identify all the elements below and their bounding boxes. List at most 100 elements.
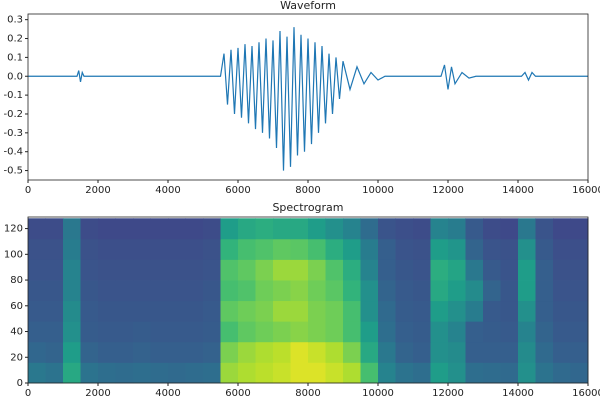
heatmap-cell xyxy=(45,259,64,281)
heatmap-cell xyxy=(133,300,151,322)
heatmap-cell xyxy=(413,238,431,260)
heatmap-cell xyxy=(133,341,151,363)
heatmap-cell xyxy=(500,362,519,384)
y-tick-label: 0 xyxy=(17,378,23,389)
x-tick-label: 6000 xyxy=(225,185,250,196)
heatmap-cell xyxy=(80,218,99,240)
heatmap-cell xyxy=(220,341,239,363)
heatmap-cell xyxy=(518,341,536,363)
heatmap-cell xyxy=(80,341,99,363)
x-tick-label: 12000 xyxy=(432,388,464,399)
heatmap-cell xyxy=(28,300,46,322)
heatmap-cell xyxy=(150,218,169,240)
heatmap-cell xyxy=(185,321,204,343)
heatmap-cell xyxy=(395,238,414,260)
heatmap-cell xyxy=(395,218,414,240)
y-tick-label: 0.1 xyxy=(7,52,23,63)
y-tick-label: -0.2 xyxy=(3,109,23,120)
heatmap-cell xyxy=(378,321,396,343)
heatmap-cell xyxy=(220,218,239,240)
heatmap-cell xyxy=(535,238,554,260)
heatmap-cell xyxy=(273,238,291,260)
heatmap-cell xyxy=(115,321,134,343)
heatmap-cell xyxy=(185,341,204,363)
heatmap-cell xyxy=(343,321,361,343)
heatmap-cell xyxy=(255,238,274,260)
heatmap-cell xyxy=(290,321,309,343)
heatmap-cell xyxy=(395,300,414,322)
heatmap-cell xyxy=(378,259,396,281)
heatmap-cell xyxy=(518,300,536,322)
heatmap-cell xyxy=(45,238,64,260)
heatmap-cell xyxy=(255,362,274,384)
x-tick-label: 2000 xyxy=(85,185,110,196)
heatmap-cell xyxy=(448,321,466,343)
heatmap-cell xyxy=(63,259,81,281)
heatmap-cell xyxy=(308,362,326,384)
heatmap-cell xyxy=(500,238,519,260)
heatmap-cell xyxy=(45,341,64,363)
heatmap-cell xyxy=(28,341,46,363)
heatmap-cell xyxy=(483,341,501,363)
heatmap-cell xyxy=(28,238,46,260)
heatmap-cell xyxy=(448,238,466,260)
x-tick-label: 0 xyxy=(25,388,31,399)
x-tick-label: 6000 xyxy=(225,388,250,399)
heatmap-cell xyxy=(325,259,344,281)
heatmap-cell xyxy=(273,218,291,240)
heatmap-cell xyxy=(378,300,396,322)
heatmap-cell xyxy=(553,218,571,240)
heatmap-cell xyxy=(343,300,361,322)
heatmap-cell xyxy=(465,321,484,343)
heatmap-cell xyxy=(535,218,554,240)
heatmap-cell xyxy=(448,280,466,302)
heatmap-cell xyxy=(63,300,81,322)
heatmap-cell xyxy=(535,341,554,363)
heatmap-cell xyxy=(80,321,99,343)
heatmap-cell xyxy=(63,321,81,343)
heatmap-cell xyxy=(448,362,466,384)
heatmap-cell xyxy=(500,280,519,302)
heatmap-cell xyxy=(430,362,449,384)
y-tick-label: 120 xyxy=(4,224,23,235)
heatmap-cell xyxy=(150,321,169,343)
y-tick-label: -0.1 xyxy=(3,90,23,101)
heatmap-cell xyxy=(220,238,239,260)
heatmap-cell xyxy=(80,280,99,302)
heatmap-cell xyxy=(500,218,519,240)
heatmap-cell xyxy=(413,218,431,240)
heatmap-cell xyxy=(378,238,396,260)
heatmap-cell xyxy=(220,259,239,281)
heatmap-cell xyxy=(185,218,204,240)
heatmap-cell xyxy=(150,362,169,384)
y-tick-label: -0.5 xyxy=(3,166,23,177)
heatmap-cell xyxy=(203,341,221,363)
x-tick-label: 14000 xyxy=(502,388,534,399)
heatmap-cell xyxy=(553,321,571,343)
heatmap-cell xyxy=(63,218,81,240)
heatmap-cell xyxy=(290,300,309,322)
heatmap-cell xyxy=(290,362,309,384)
y-tick-label: 20 xyxy=(10,352,23,363)
heatmap-cell xyxy=(553,362,571,384)
heatmap-cell xyxy=(360,218,379,240)
heatmap-cell xyxy=(325,362,344,384)
heatmap-cell xyxy=(518,238,536,260)
heatmap-cell xyxy=(360,341,379,363)
heatmap-cell xyxy=(535,362,554,384)
heatmap-cell xyxy=(255,218,274,240)
heatmap-cell xyxy=(500,321,519,343)
heatmap-cell xyxy=(150,238,169,260)
heatmap-cell xyxy=(325,321,344,343)
heatmap-cell xyxy=(28,259,46,281)
heatmap-cell xyxy=(80,362,99,384)
heatmap-cell xyxy=(203,238,221,260)
heatmap-cell xyxy=(430,238,449,260)
heatmap-cell xyxy=(570,341,589,363)
x-tick-label: 12000 xyxy=(432,185,464,196)
heatmap-cell xyxy=(343,280,361,302)
heatmap-cell xyxy=(570,362,589,384)
heatmap-cell xyxy=(203,362,221,384)
heatmap-cell xyxy=(448,259,466,281)
x-tick-label: 14000 xyxy=(502,185,534,196)
